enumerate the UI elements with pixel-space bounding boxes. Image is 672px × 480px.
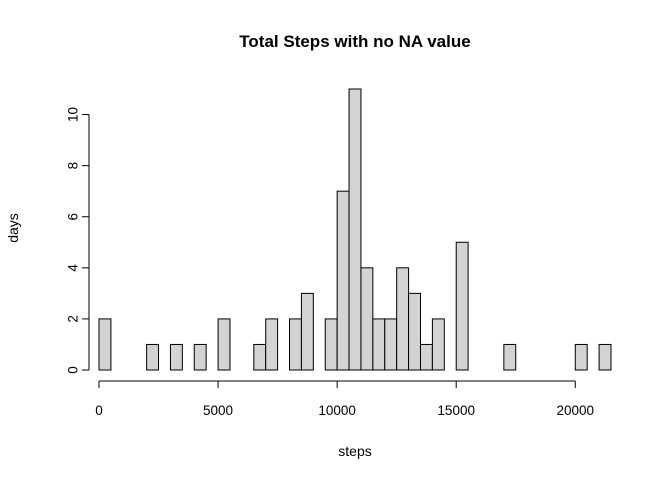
x-tick-label: 5000 [203,403,233,418]
histogram-bar [98,318,112,371]
histogram-bar [396,267,410,371]
histogram-bar [146,343,160,371]
y-tick-label: 2 [66,315,81,323]
y-axis: 0 2 4 6 8 10 [66,107,90,374]
histogram-bar [336,190,350,371]
histogram-bar [408,292,421,371]
x-tick-label: 15000 [437,403,475,418]
histogram-bar [324,318,338,371]
histogram-bar [348,88,362,371]
histogram-bar [372,318,386,371]
histogram-bar [253,343,267,371]
x-axis: 0 5000 10000 15000 20000 [95,380,595,418]
histogram-bar [419,343,433,371]
histogram-bar [289,318,302,371]
x-axis-label: steps [338,443,371,459]
bars-group [98,88,612,371]
x-tick-label: 20000 [557,403,595,418]
histogram-bar [455,241,469,371]
histogram-bar [503,343,517,371]
histogram-bar [169,343,183,371]
histogram-bar [384,318,398,371]
chart-title: Total Steps with no NA value [239,32,470,51]
y-tick-label: 4 [66,264,81,272]
histogram-bar [598,343,612,371]
histogram-bar [360,267,374,371]
histogram-bar [431,318,445,371]
y-tick-label: 10 [66,107,81,122]
x-tick-label: 0 [95,403,103,418]
y-axis-label: days [5,213,21,243]
histogram-bar [193,343,207,371]
y-tick-label: 0 [66,366,81,374]
histogram-bar [574,343,588,371]
histogram-bar [300,292,314,371]
x-tick-label: 10000 [318,403,356,418]
y-tick-label: 6 [66,213,81,221]
histogram-bar [217,318,231,371]
histogram-bar [265,318,279,371]
y-tick-label: 8 [66,162,81,170]
